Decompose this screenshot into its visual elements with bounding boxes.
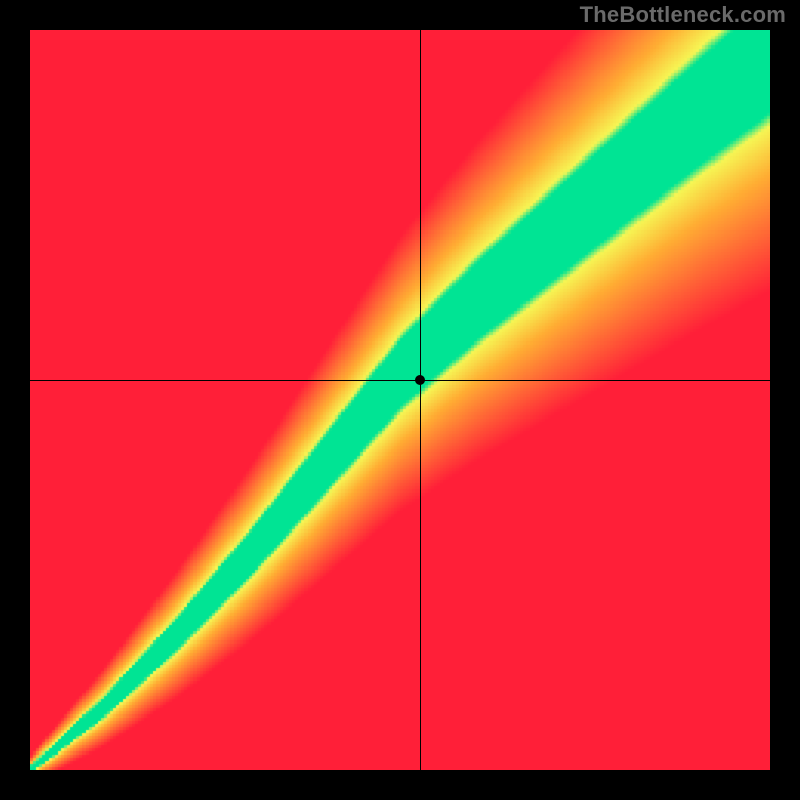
crosshair-vertical xyxy=(420,30,421,770)
attribution-text: TheBottleneck.com xyxy=(580,2,786,28)
data-point-marker xyxy=(415,375,425,385)
heatmap-canvas xyxy=(30,30,770,770)
plot-area xyxy=(30,30,770,770)
chart-container: TheBottleneck.com xyxy=(0,0,800,800)
crosshair-horizontal xyxy=(30,380,770,381)
